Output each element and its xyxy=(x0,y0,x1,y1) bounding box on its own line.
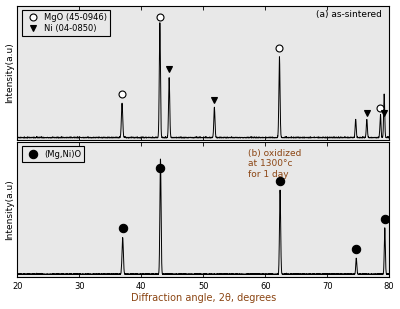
Y-axis label: Intensity(a.u): Intensity(a.u) xyxy=(6,42,14,103)
Y-axis label: Intensity(a.u): Intensity(a.u) xyxy=(6,179,14,240)
Text: (a) as-sintered: (a) as-sintered xyxy=(316,10,382,19)
Legend: (Mg,Ni)O: (Mg,Ni)O xyxy=(22,146,84,162)
Legend: MgO (45-0946), Ni (04-0850): MgO (45-0946), Ni (04-0850) xyxy=(22,10,110,36)
Text: (b) oxidized
at 1300°c
for 1 day: (b) oxidized at 1300°c for 1 day xyxy=(248,149,301,179)
X-axis label: Diffraction angle, 2θ, degrees: Diffraction angle, 2θ, degrees xyxy=(131,294,276,303)
